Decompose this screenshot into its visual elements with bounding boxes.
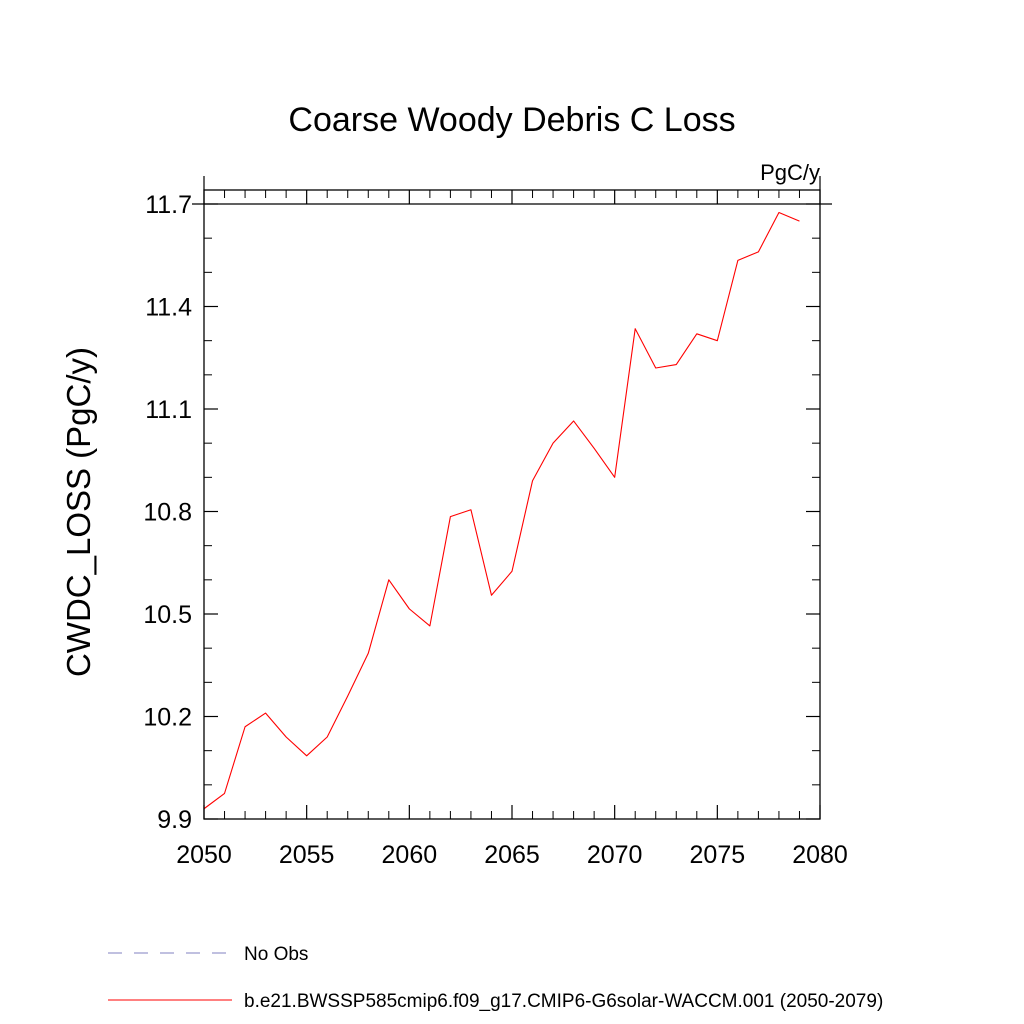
series-line xyxy=(203,211,800,810)
x-tick-label: 2070 xyxy=(587,841,643,869)
x-tick-label: 2080 xyxy=(792,841,848,869)
y-tick-label: 11.1 xyxy=(145,396,192,424)
y-axis-label: CWDC_LOSS (PgC/y) xyxy=(60,347,97,677)
axis-ticks xyxy=(192,176,832,820)
y-tick-label: 10.2 xyxy=(143,704,192,732)
y-tick-label: 10.5 xyxy=(143,601,192,629)
y-tick-label: 10.8 xyxy=(143,499,192,527)
x-tick-label: 2050 xyxy=(176,841,232,869)
y-tick-label: 11.7 xyxy=(145,191,192,219)
x-tick-label: 2075 xyxy=(690,841,746,869)
series-group xyxy=(203,211,800,810)
legend-label: b.e21.BWSSP585cmip6.f09_g17.CMIP6-G6sola… xyxy=(244,991,883,1012)
y-tick-label: 9.9 xyxy=(157,806,192,834)
plot-frame xyxy=(203,189,821,820)
x-tick-label: 2065 xyxy=(484,841,540,869)
units-label: PgC/y xyxy=(760,160,820,185)
legend: No Obs b.e21.BWSSP585cmip6.f09_g17.CMIP6-… xyxy=(108,944,883,1012)
tick-labels: 2050 2055 2060 2065 2070 2075 2080 9.9 10.2 10.5 1… xyxy=(143,191,847,869)
x-tick-label: 2055 xyxy=(279,841,335,869)
y-tick-label: 11.4 xyxy=(145,294,192,322)
chart-title: Coarse Woody Debris C Loss xyxy=(288,101,735,139)
legend-label: No Obs xyxy=(244,944,308,965)
x-tick-label: 2060 xyxy=(382,841,438,869)
